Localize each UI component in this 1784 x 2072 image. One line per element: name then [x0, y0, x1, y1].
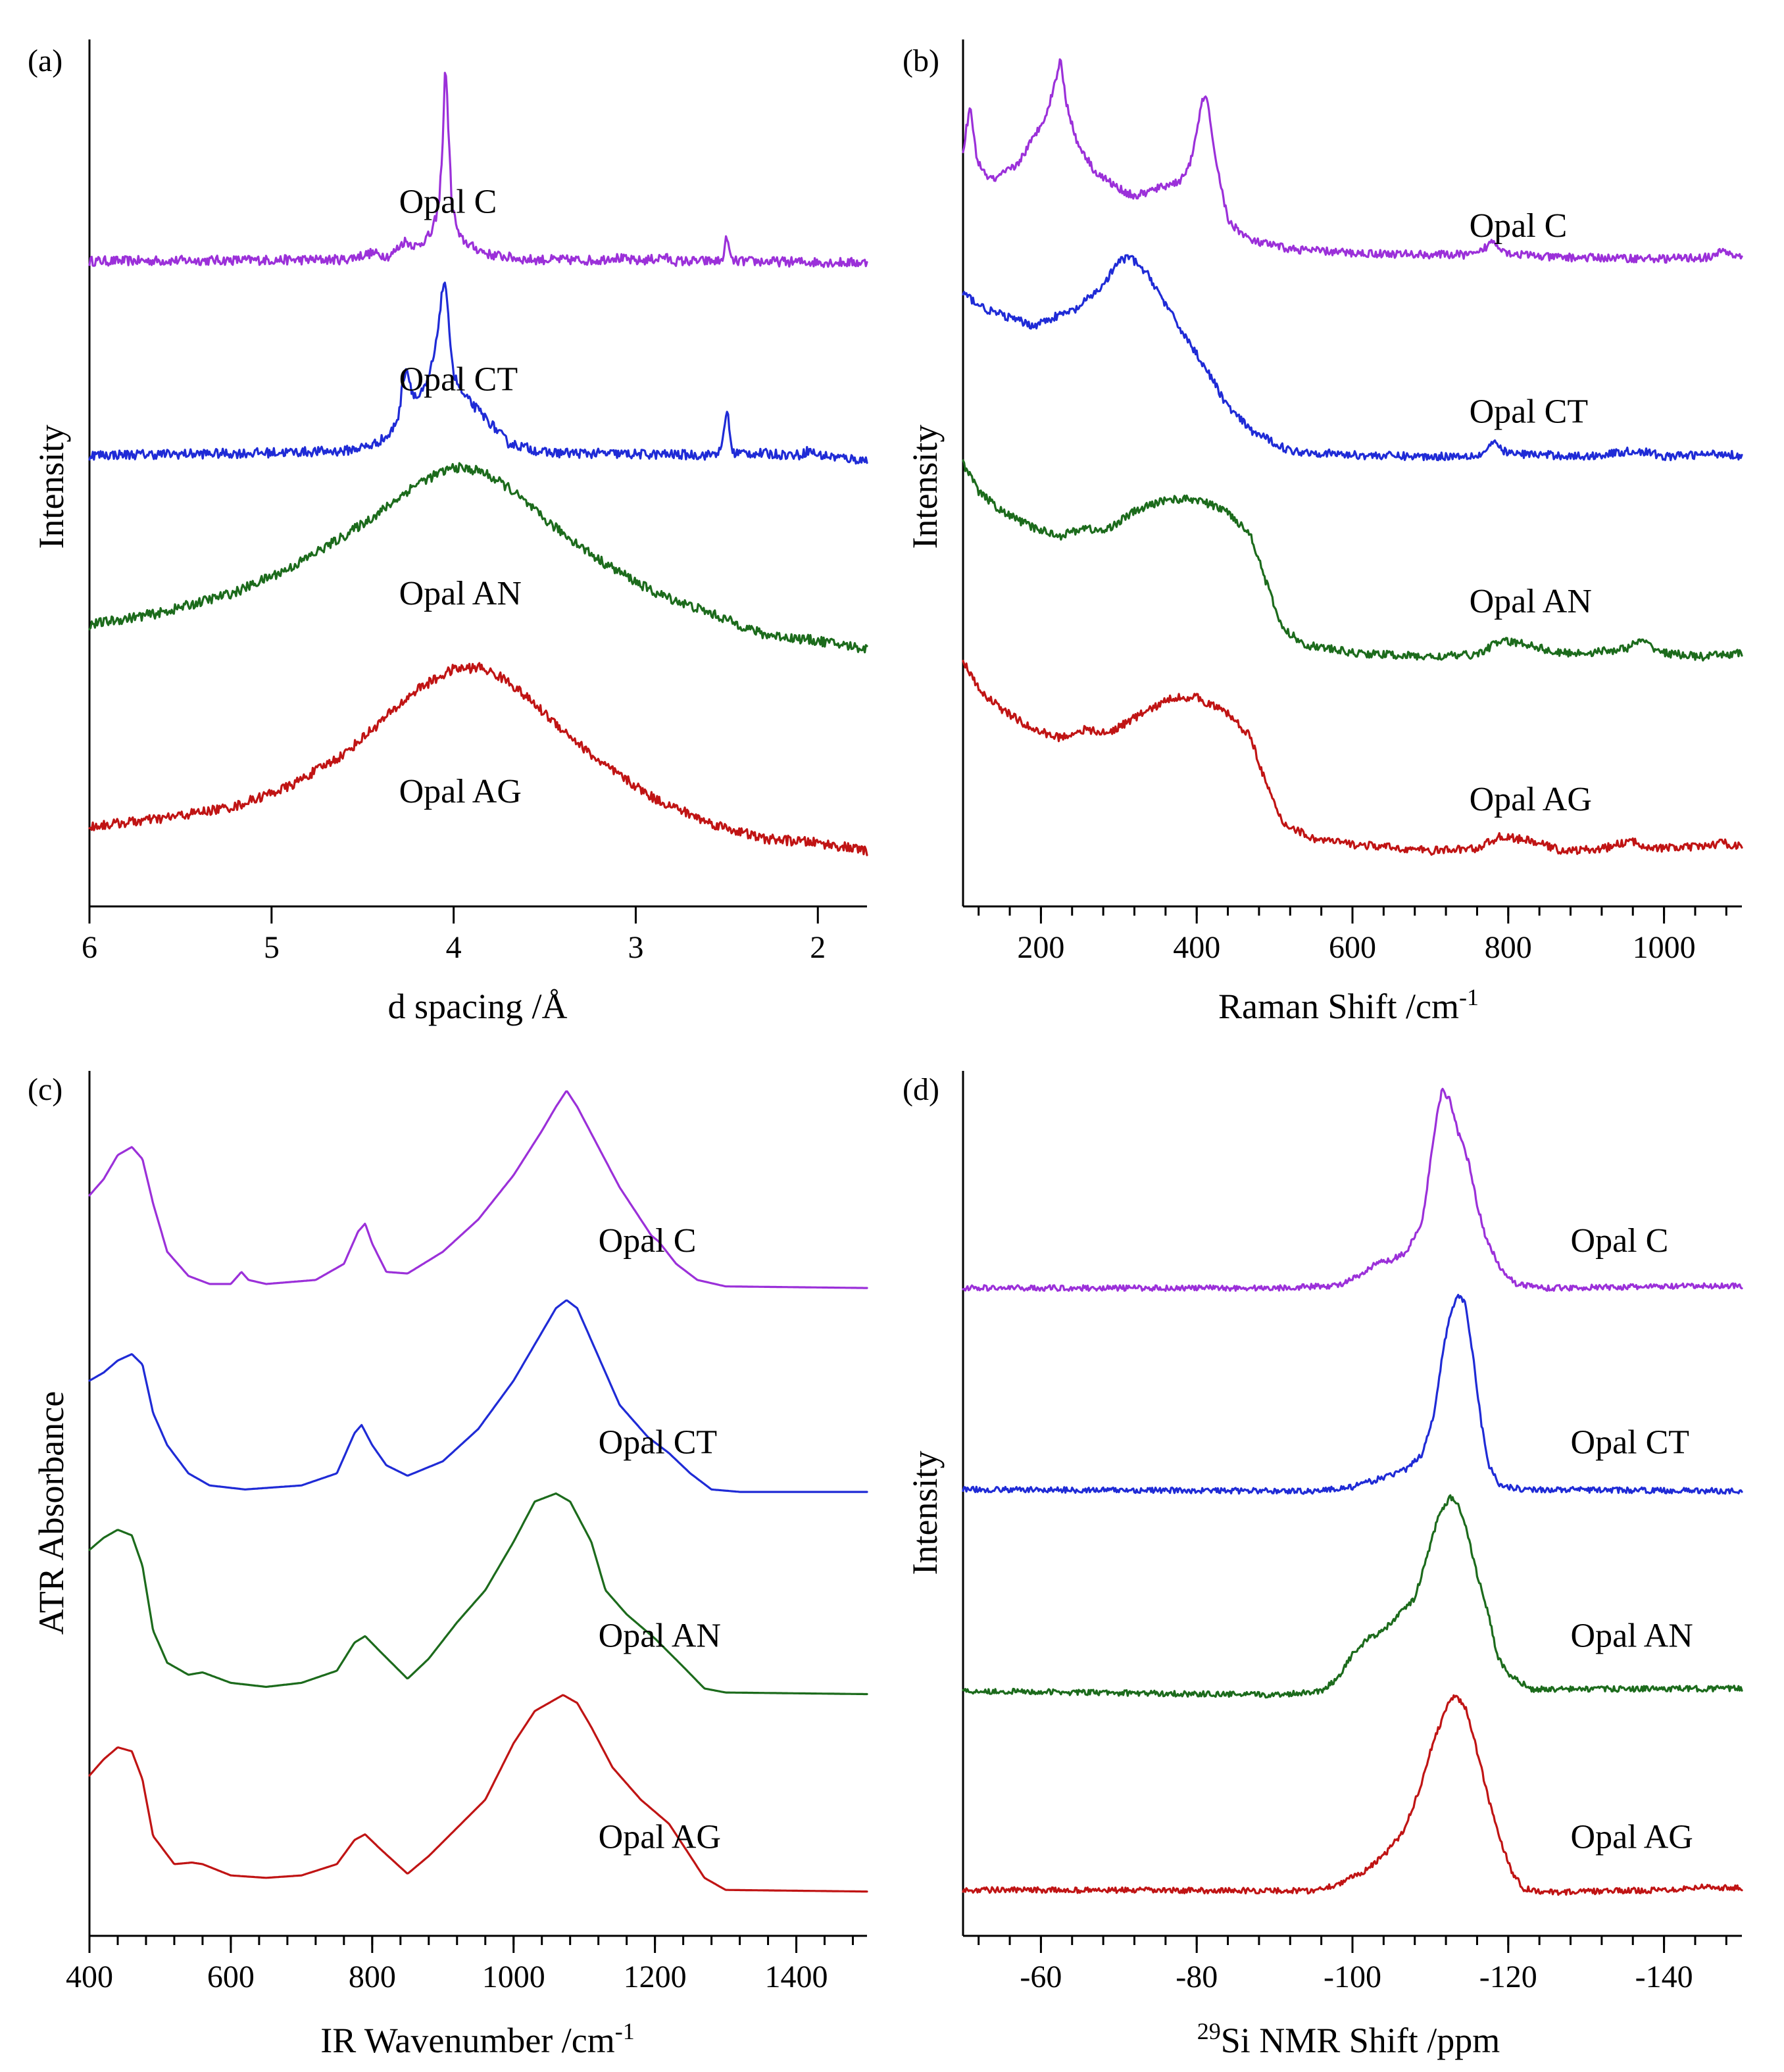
panel-d-xlabel-presup: 29	[1197, 2018, 1221, 2044]
panel-c-tick-label: 800	[349, 1960, 396, 1994]
panel-d-tick-label: -120	[1479, 1960, 1537, 1994]
panel-d-series-label: Opal AN	[1571, 1617, 1693, 1654]
panel-a-series-label: Opal AG	[399, 773, 522, 810]
panel-d-xlabel: 29Si NMR Shift /ppm	[1197, 2018, 1500, 2060]
panel-b-series-label: Opal AN	[1470, 583, 1592, 620]
panel-d-label: (d)	[903, 1072, 939, 1107]
panel-d-xlabel-text: Si NMR Shift /ppm	[1221, 2021, 1500, 2060]
panel-c-tick-label: 600	[207, 1960, 255, 1994]
panel-c-tick-label: 400	[66, 1960, 113, 1994]
panel-a-series-label: Opal C	[399, 183, 497, 220]
panel-a-tick-label: 4	[446, 930, 462, 965]
panel-d-tick-label: -60	[1020, 1960, 1062, 1994]
panel-b-series-opal-c	[962, 58, 1743, 264]
panel-b-series-opal-ct	[962, 254, 1743, 462]
panel-b-label: (b)	[903, 43, 939, 78]
panel-b-series-opal-an	[962, 459, 1743, 662]
panel-c-series-opal-ct	[88, 1299, 868, 1493]
panel-b-tick-label: 600	[1329, 930, 1376, 965]
panel-c-plot: 400 600 800 1000 1200 1400 Opal C Opal CT Opal A…	[66, 1071, 868, 1994]
panel-c-series-opal-c	[88, 1090, 868, 1289]
panel-b-series-label: Opal C	[1470, 207, 1568, 245]
panel-b-tick-label: 800	[1485, 930, 1532, 965]
panel-d: (d) Intensity 29Si NMR Shift /ppm	[903, 1072, 1500, 2060]
panel-b-plot: 200 400 600 800 1000 Opal C Opal CT Opal AN Opal…	[962, 39, 1743, 965]
panel-c-series-label: Opal AG	[599, 1819, 721, 1856]
panel-d-series-label: Opal CT	[1571, 1423, 1690, 1461]
panel-c-xlabel: IR Wavenumber /cm-1	[320, 2018, 635, 2060]
panel-d-tick-label: -140	[1635, 1960, 1693, 1994]
panel-c-tick-label: 1400	[765, 1960, 828, 1994]
panel-b: (b) Intensity Raman Shift /cm-1	[903, 43, 1479, 1026]
panel-b-tick-label: 400	[1173, 930, 1220, 965]
panel-a-series-opal-an	[88, 462, 868, 654]
panel-a-plot: 6 5 4 3 2 Opal C Opal CT Opal AN Opal AG	[82, 39, 868, 965]
panel-b-series-label: Opal AG	[1470, 781, 1592, 818]
panel-a-tick-label: 2	[810, 930, 826, 965]
panel-c-series-label: Opal C	[599, 1222, 697, 1260]
panel-d-series-opal-ag	[962, 1694, 1743, 1896]
panel-a-series-opal-ct	[88, 282, 868, 465]
panel-d-series-opal-ct	[962, 1294, 1743, 1495]
panel-c-series-label: Opal CT	[599, 1423, 718, 1461]
panel-a-tick-label: 6	[82, 930, 97, 965]
panel-b-xlabel-sup: -1	[1459, 984, 1479, 1010]
panel-d-ylabel: Intensity	[905, 1451, 945, 1575]
panel-c-xlabel-sup: -1	[615, 2018, 635, 2044]
panel-c-series-label: Opal AN	[599, 1617, 721, 1654]
panel-d-tick-label: -80	[1176, 1960, 1218, 1994]
panel-d-plot: -60 -80 -100 -120 -140 Opal C Opal CT Opal AN Op…	[962, 1071, 1743, 1994]
panel-a-ylabel: Intensity	[32, 425, 71, 549]
panel-a-series-opal-c	[88, 72, 868, 268]
panel-c-tick-label: 1200	[624, 1960, 687, 1994]
panel-a-series-label: Opal CT	[399, 360, 518, 398]
panel-a-series-opal-ag	[88, 662, 868, 856]
panel-c-ylabel: ATR Absorbance	[32, 1391, 71, 1635]
panel-d-series-label: Opal AG	[1571, 1819, 1693, 1856]
panel-c: (c) ATR Absorbance IR Wavenumber /cm-1	[28, 1072, 635, 2060]
panel-b-tick-label: 200	[1017, 930, 1064, 965]
panel-b-xlabel: Raman Shift /cm-1	[1218, 984, 1479, 1026]
panel-b-series-opal-ag	[962, 660, 1743, 856]
panel-a-label: (a)	[28, 43, 62, 78]
panel-b-tick-label: 1000	[1633, 930, 1696, 965]
panel-c-series-opal-an	[88, 1492, 868, 1696]
panel-d-series-opal-an	[962, 1494, 1743, 1699]
panel-a-tick-label: 5	[264, 930, 280, 965]
panel-d-series-opal-c	[962, 1087, 1743, 1292]
panel-a-tick-label: 3	[628, 930, 643, 965]
panel-a-xlabel: d spacing /Å	[388, 987, 568, 1026]
panel-c-xlabel-text: IR Wavenumber /cm	[320, 2021, 615, 2060]
panel-c-series-opal-ag	[88, 1694, 868, 1893]
panel-c-label: (c)	[28, 1072, 62, 1107]
panel-b-series-label: Opal CT	[1470, 393, 1589, 431]
panel-c-tick-label: 1000	[482, 1960, 545, 1994]
panel-b-xlabel-text: Raman Shift /cm	[1218, 987, 1459, 1026]
panel-d-series-label: Opal C	[1571, 1222, 1669, 1260]
panel-b-ylabel: Intensity	[905, 425, 945, 549]
panel-a-series-label: Opal AN	[399, 575, 522, 612]
panel-a: (a) Intensity d spacing /Å	[28, 43, 567, 1026]
panel-d-tick-label: -100	[1324, 1960, 1381, 1994]
